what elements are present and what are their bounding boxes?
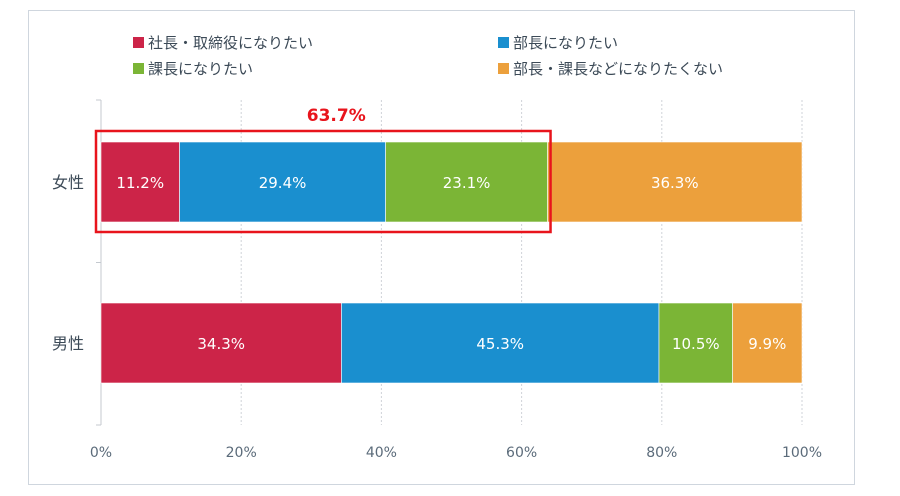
category-label: 男性 xyxy=(52,334,84,353)
data-label: 34.3% xyxy=(197,335,245,353)
legend-swatch xyxy=(498,63,509,74)
legend-swatch xyxy=(133,37,144,48)
legend-label: 部長・課長などになりたくない xyxy=(513,60,723,78)
legend-swatch xyxy=(133,63,144,74)
legend-label: 課長になりたい xyxy=(148,60,253,78)
bar-segment xyxy=(732,302,803,384)
bar-segment xyxy=(100,141,180,223)
legend-swatch xyxy=(498,37,509,48)
x-tick-label: 40% xyxy=(366,445,397,461)
x-tick-label: 60% xyxy=(506,445,537,461)
bar-segment xyxy=(100,302,342,384)
data-label: 29.4% xyxy=(259,174,307,192)
data-label: 10.5% xyxy=(672,335,720,353)
data-label: 45.3% xyxy=(476,335,524,353)
bar-segment xyxy=(547,141,803,223)
highlight-box xyxy=(94,129,552,234)
x-tick-label: 100% xyxy=(782,445,822,461)
x-tick-label: 20% xyxy=(226,445,257,461)
legend-label: 部長になりたい xyxy=(513,34,618,52)
legend-label: 社長・取締役になりたい xyxy=(148,34,313,52)
category-label: 女性 xyxy=(52,173,84,192)
x-tick-label: 0% xyxy=(90,445,112,461)
x-tick-label: 80% xyxy=(646,445,677,461)
bar-segment xyxy=(179,141,386,223)
highlight-total-label: 63.7% xyxy=(307,106,366,126)
bar-segment xyxy=(385,141,548,223)
chart-frame xyxy=(28,10,855,485)
data-label: 11.2% xyxy=(116,174,164,192)
bar-segment xyxy=(341,302,660,384)
data-label: 9.9% xyxy=(748,335,786,353)
data-label: 23.1% xyxy=(443,174,491,192)
data-label: 36.3% xyxy=(651,174,699,192)
